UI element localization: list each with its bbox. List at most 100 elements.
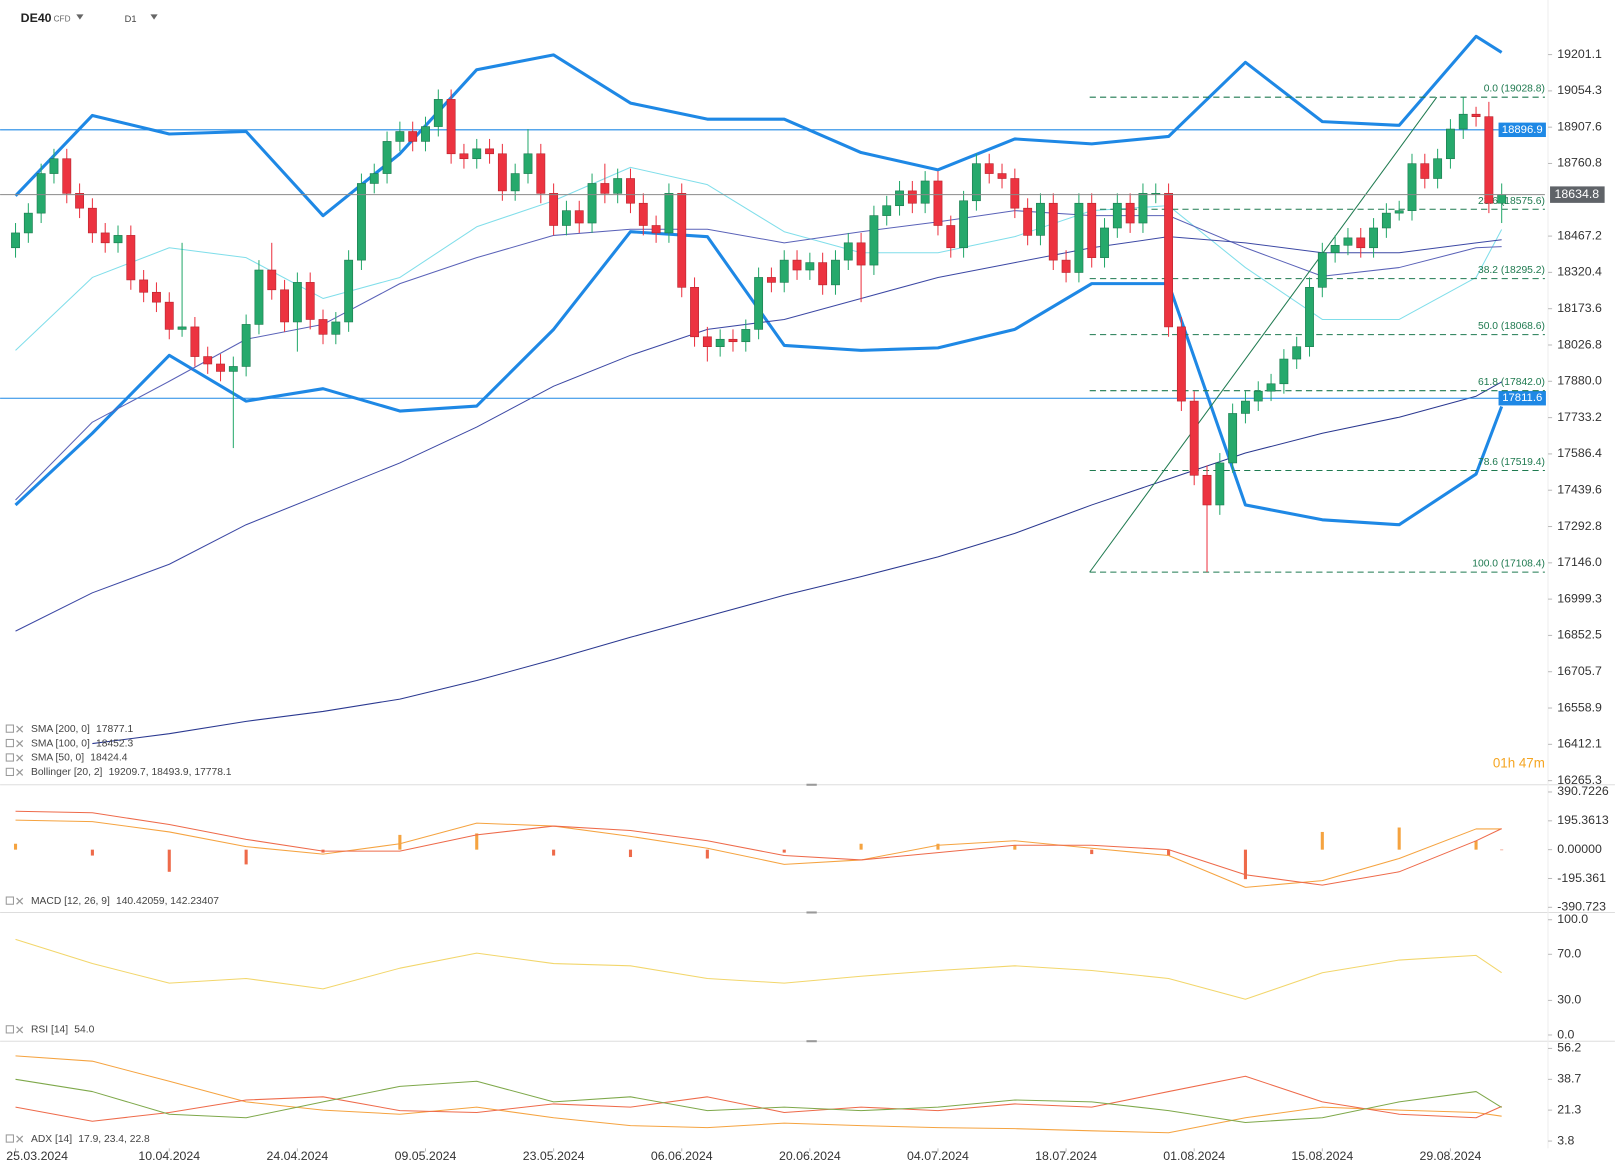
candle-body (497, 153, 507, 192)
histogram-bar (1474, 840, 1478, 850)
histogram-bar (1013, 845, 1017, 850)
histogram-bar (1500, 849, 1504, 851)
legend-close-icon[interactable] (16, 1026, 24, 1034)
candle-body (1330, 244, 1340, 254)
candle-body (831, 259, 840, 286)
histogram-bar (1320, 831, 1324, 850)
candle-body (1061, 259, 1071, 273)
y-tick-label: 30.0 (1557, 993, 1581, 1007)
candle-body (1112, 202, 1122, 229)
histogram-bar (475, 833, 479, 850)
candle-body (1279, 358, 1289, 385)
legend-menu-icon (5, 724, 14, 733)
histogram-bar (244, 849, 248, 865)
x-tick-label: 25.03.2024 (6, 1149, 68, 1163)
legend-value: 19209.7, 18493.9, 17778.1 (109, 767, 232, 778)
symbol-dropdown[interactable] (76, 14, 84, 20)
candle-body (203, 356, 213, 365)
candle-body (267, 269, 277, 291)
candle-body (626, 178, 635, 204)
candle-body (344, 259, 354, 323)
histogram-bar (398, 834, 402, 850)
candle-body (728, 338, 738, 343)
legend-close-icon[interactable] (16, 740, 24, 748)
legend-close-icon[interactable] (16, 768, 24, 776)
candle-body (715, 338, 725, 347)
fib-label: 61.8 (17842.0) (1478, 377, 1545, 388)
indicator-line (15, 210, 1502, 501)
y-tick-label: 100.0 (1557, 912, 1588, 926)
candle-body (600, 183, 610, 194)
x-tick-label: 06.06.2024 (651, 1149, 713, 1163)
y-tick-label: -390.723 (1557, 900, 1606, 914)
candle-body (228, 366, 238, 372)
candle-body (869, 215, 879, 266)
candle-body (651, 225, 661, 234)
histogram-bar (13, 843, 18, 850)
legend-label: SMA [200, 0] (31, 724, 90, 735)
candle-body (946, 225, 956, 249)
legend-close-icon[interactable] (16, 897, 24, 905)
x-tick-label: 01.08.2024 (1163, 1149, 1225, 1163)
legend-close-icon[interactable] (16, 1135, 24, 1143)
candle-body (792, 259, 802, 271)
instrument: CFD (54, 15, 71, 24)
y-tick-label: 16265.3 (1557, 773, 1602, 787)
legend-label: MACD [12, 26, 9] (31, 896, 110, 907)
candle-body (1241, 400, 1250, 414)
candle-body (959, 200, 969, 249)
histogram-bar (628, 849, 633, 858)
legend-close-icon[interactable] (16, 725, 24, 733)
indicator-line (15, 810, 1502, 886)
legend-label: Bollinger [20, 2] (31, 767, 103, 778)
fib-label: 0.0 (19028.8) (1484, 84, 1545, 95)
histogram-bar (90, 849, 94, 856)
y-tick-label: 38.7 (1557, 1072, 1581, 1086)
legend-menu-icon (5, 738, 14, 748)
candle-body (280, 289, 289, 323)
candle-body (1202, 474, 1212, 506)
timeframe-dropdown[interactable] (150, 14, 158, 20)
candle-body (1471, 113, 1481, 117)
legend-close-icon[interactable] (16, 754, 24, 762)
candle-body (1369, 227, 1378, 249)
candle-body (254, 269, 264, 325)
indicator-line (15, 1055, 1502, 1134)
candle-body (805, 262, 815, 271)
candle-body (882, 205, 892, 216)
y-tick-label: 16558.9 (1557, 700, 1602, 714)
candle-body (241, 324, 251, 367)
y-tick-label: 16852.5 (1557, 628, 1602, 642)
y-tick-label: 17733.2 (1557, 410, 1602, 424)
symbol[interactable]: DE40 (21, 11, 52, 25)
indicator-line (15, 1078, 1502, 1123)
indicator-line (15, 819, 1502, 888)
candle-body (1317, 252, 1327, 288)
fib-label: 50.0 (18068.6) (1478, 321, 1545, 332)
timeframe[interactable]: D1 (125, 14, 137, 24)
candle-body (1164, 193, 1174, 328)
histogram-bar (1243, 849, 1247, 880)
x-tick-label: 04.07.2024 (907, 1149, 969, 1163)
candle-body (690, 287, 699, 338)
candle-body (331, 321, 341, 335)
candle-body (421, 126, 430, 142)
legend-menu-icon (5, 1134, 14, 1143)
candle-body (1087, 202, 1097, 258)
y-tick-label: -195.361 (1557, 871, 1606, 885)
candle-body (177, 326, 187, 330)
indicator-line (92, 381, 1502, 745)
candle-body (190, 326, 200, 357)
y-tick-label: 19201.1 (1557, 47, 1602, 61)
candle-body (1176, 326, 1186, 402)
candle-body (1266, 383, 1276, 392)
candle-body (1292, 346, 1302, 360)
y-tick-label: 18467.2 (1557, 228, 1602, 242)
level-label: 18896.9 (1502, 124, 1543, 136)
fib-label: 23.6 (18575.6) (1478, 196, 1545, 207)
legend-menu-icon (5, 753, 14, 762)
y-tick-label: 390.7226 (1557, 784, 1609, 798)
candle-body (152, 291, 161, 303)
candle-body (216, 363, 225, 372)
fib-label: 38.2 (18295.2) (1478, 265, 1545, 276)
